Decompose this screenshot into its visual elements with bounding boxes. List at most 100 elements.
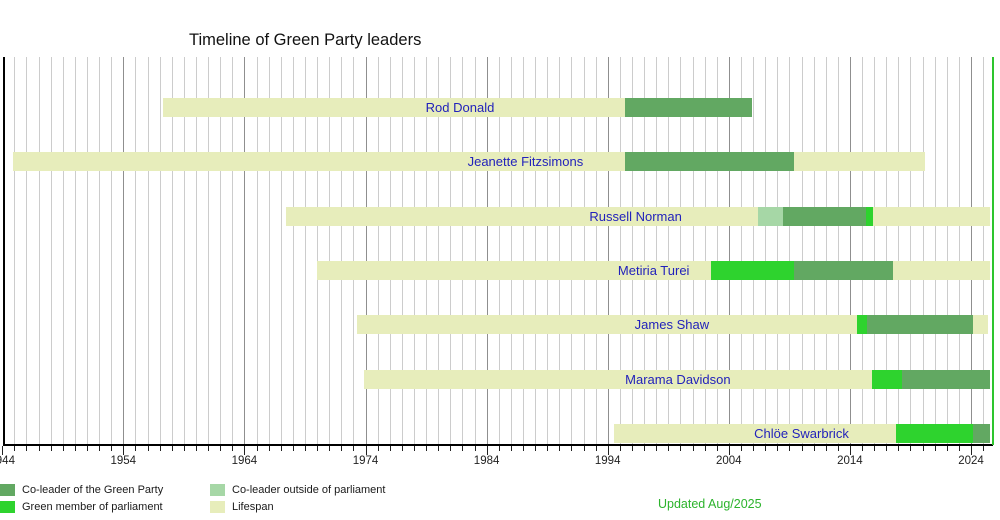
segment-coleader	[902, 369, 991, 389]
grid-line-minor	[232, 57, 234, 444]
axis-tick	[196, 446, 197, 451]
grid-line-minor	[280, 57, 282, 444]
axis-tick	[99, 446, 101, 451]
grid-line-minor	[341, 57, 343, 444]
grid-line-minor	[87, 57, 88, 444]
legend-swatch-mp	[0, 501, 15, 513]
segment-mp	[857, 315, 867, 335]
axis-tick	[304, 446, 306, 451]
axis-tick	[801, 446, 803, 451]
axis-tick	[353, 446, 355, 451]
segment-mp	[865, 206, 873, 226]
grid-line-minor	[716, 57, 718, 444]
grid-line-minor	[619, 57, 621, 444]
axis-tick	[583, 446, 585, 451]
grid-line-major	[849, 57, 851, 444]
axis-tick	[50, 446, 52, 451]
axis-tick	[208, 446, 210, 451]
legend-label-mp: Green member of parliament	[22, 501, 163, 513]
segment-coleader	[794, 261, 894, 280]
grid-line-minor	[292, 57, 294, 444]
grid-line-minor	[644, 57, 645, 444]
grid-line-minor	[353, 57, 355, 444]
grid-line-minor	[946, 57, 948, 444]
chart-title: Timeline of Green Party leaders	[189, 31, 422, 49]
axis-tick	[874, 446, 876, 451]
axis-tick	[753, 446, 754, 451]
grid-line-minor	[377, 57, 379, 444]
grid-line-minor	[934, 57, 936, 444]
grid-line-minor	[62, 57, 64, 444]
axis-tick	[486, 446, 488, 455]
axis-tick	[87, 446, 88, 451]
grid-line-minor	[50, 57, 52, 444]
grid-line-minor	[595, 57, 597, 444]
segment-mp	[895, 424, 974, 443]
row-label: Jeanette Fitzsimons	[467, 154, 584, 170]
grid-line-minor	[680, 57, 682, 444]
axis-tick	[74, 446, 76, 451]
grid-line-minor	[401, 57, 403, 444]
grid-line-minor	[413, 57, 415, 444]
grid-line-minor	[111, 57, 113, 444]
axis-tick	[510, 446, 512, 451]
grid-line-major	[486, 57, 488, 444]
axis-tick	[946, 446, 948, 451]
axis-tick	[317, 446, 319, 451]
row-label: James Shaw	[634, 317, 710, 333]
lifespan-bar	[364, 369, 991, 389]
axis-tick-label: 1954	[110, 455, 137, 467]
axis-tick	[607, 446, 609, 455]
axis-tick	[498, 446, 500, 451]
grid-line-minor	[474, 57, 476, 444]
axis-tick	[38, 446, 40, 451]
grid-line-minor	[571, 57, 573, 444]
grid-line-minor	[922, 57, 924, 444]
axis-tick	[111, 446, 113, 451]
grid-line-minor	[668, 57, 670, 444]
axis-tick	[14, 446, 16, 451]
grid-line-minor	[99, 57, 101, 444]
segment-mp	[710, 261, 795, 280]
axis-tick	[535, 446, 536, 451]
axis-tick	[619, 446, 621, 451]
axis-tick	[958, 446, 960, 451]
grid-line-minor	[813, 57, 815, 444]
axis-tick	[571, 446, 573, 451]
axis-tick	[389, 446, 391, 451]
grid-line-minor	[753, 57, 754, 444]
row-label: Russell Norman	[589, 208, 682, 224]
axis-tick-label: 2004	[716, 455, 742, 467]
axis-tick-label: 2024	[958, 455, 984, 467]
grid-line-minor	[837, 57, 839, 444]
grid-line-minor	[220, 57, 222, 444]
axis-tick	[474, 446, 476, 451]
x-axis-line	[3, 444, 993, 446]
grid-line-minor	[304, 57, 306, 444]
segment-coleader_out	[757, 206, 784, 226]
axis-tick	[522, 446, 524, 451]
grid-line-minor	[910, 57, 912, 444]
axis-tick	[837, 446, 839, 451]
axis-tick	[365, 446, 367, 455]
grid-line-minor	[547, 57, 549, 444]
legend-label-lifespan: Lifespan	[232, 501, 274, 513]
axis-tick	[171, 446, 173, 451]
grid-line-minor	[522, 57, 524, 444]
grid-line-major	[728, 57, 730, 444]
axis-tick	[147, 446, 149, 451]
axis-tick	[26, 446, 28, 451]
grid-line-minor	[874, 57, 876, 444]
grid-line-minor	[958, 57, 960, 444]
grid-line-minor	[862, 57, 863, 444]
legend-label-coleader_out: Co-leader outside of parliament	[232, 484, 386, 496]
axis-tick	[559, 446, 561, 451]
axis-tick	[159, 446, 161, 451]
segment-coleader	[866, 315, 974, 335]
axis-tick	[341, 446, 343, 451]
axis-tick	[777, 446, 779, 451]
grid-line-minor	[159, 57, 161, 444]
axis-tick-label: 1944	[0, 455, 15, 467]
axis-tick	[256, 446, 258, 451]
grid-line-major	[244, 57, 246, 444]
